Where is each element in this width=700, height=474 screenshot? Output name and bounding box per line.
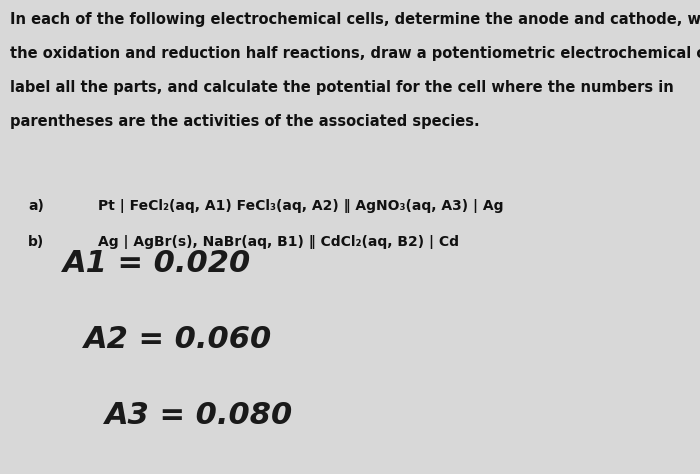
Text: A1 = 0.020: A1 = 0.020 [63, 249, 251, 278]
Text: Pt | FeCl₂(aq, A1) FeCl₃(aq, A2) ‖ AgNO₃(aq, A3) | Ag: Pt | FeCl₂(aq, A1) FeCl₃(aq, A2) ‖ AgNO₃… [98, 199, 503, 213]
Text: Ag | AgBr(s), NaBr(aq, B1) ‖ CdCl₂(aq, B2) | Cd: Ag | AgBr(s), NaBr(aq, B1) ‖ CdCl₂(aq, B… [98, 235, 459, 249]
Text: In each of the following electrochemical cells, determine the anode and cathode,: In each of the following electrochemical… [10, 12, 700, 27]
Text: A3 = 0.080: A3 = 0.080 [105, 401, 293, 429]
Text: b): b) [28, 235, 44, 249]
Text: label all the parts, and calculate the potential for the cell where the numbers : label all the parts, and calculate the p… [10, 80, 674, 95]
Text: a): a) [28, 199, 44, 213]
Text: A2 = 0.060: A2 = 0.060 [84, 325, 272, 354]
Text: parentheses are the activities of the associated species.: parentheses are the activities of the as… [10, 114, 480, 129]
Text: the oxidation and reduction half reactions, draw a potentiometric electrochemica: the oxidation and reduction half reactio… [10, 46, 700, 61]
